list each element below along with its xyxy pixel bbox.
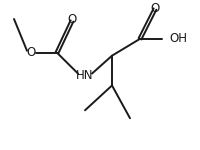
Text: HN: HN [76, 69, 93, 82]
Text: O: O [67, 14, 76, 26]
Text: O: O [26, 46, 35, 59]
Text: O: O [150, 2, 159, 15]
Text: OH: OH [168, 32, 186, 45]
